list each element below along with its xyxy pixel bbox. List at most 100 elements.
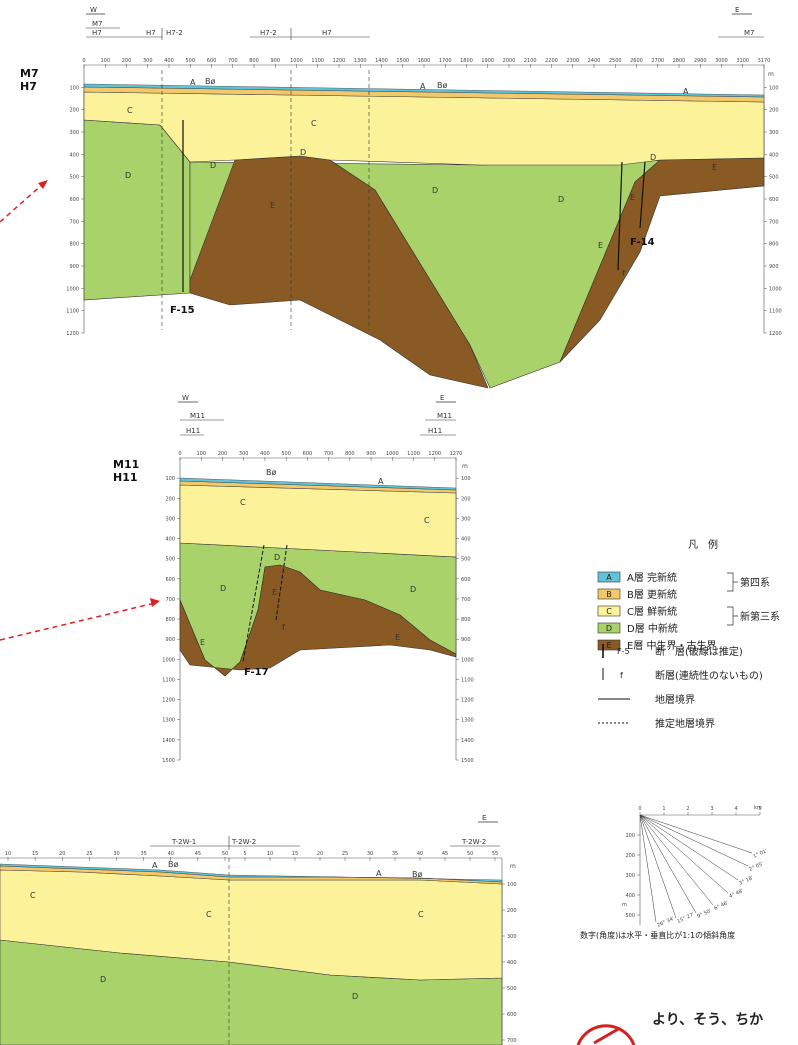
legend-code-d: D [606,624,612,633]
section1-top-tick-label: 500 [185,58,195,64]
section3-label-d2: D [352,992,358,1001]
section3-top-right-tick-label: 55 [492,851,498,857]
legend-minor-fault-text: 断層(連続性のないもの) [655,669,763,682]
section-m11: W E M11 H11 M11 H11 M11 H11 0 100 200 300 40… [113,394,474,764]
section3-top-left-tick-label: 45 [195,851,201,857]
section1-top-tick-label: 1700 [439,58,452,64]
section1-label-e1: E [270,201,275,210]
legend-text-b: B層 更新統 [627,588,677,601]
section1-east-label: E [735,6,739,14]
footer-sign-slash-icon [593,1026,621,1045]
dip-y-ticks: 100 200 300 400 500 [625,833,640,919]
legend-swatch-b [597,588,621,600]
section1-top-tick-label: 700 [228,58,238,64]
section1-top-tick-label: 2700 [651,58,664,64]
legend-inferred-text: 推定地層境界 [655,717,715,730]
section1-depth-label-left: 300 [69,130,79,136]
legend-rows: A A層 完新統 B B層 更新統 C C層 鮮新統 D D層 中新統 E E層 中生界・古生界 [597,571,717,652]
footer-sign-icon [576,1024,636,1045]
section2-depth-label-left: 100 [165,476,175,482]
legend-fault-text: 断 層(破線は推定) [655,645,743,658]
section1-fault-f14: F-14 [630,237,655,248]
section2-east-label: E [440,394,444,402]
dip-ray [639,814,749,867]
section2-label-c1: C [240,498,246,507]
section3-label-b1: Bø [168,860,178,869]
dip-ray [639,814,714,906]
section1-top-tick-label: 100 [100,58,110,64]
dip-m-label: m [622,902,627,908]
dip-ray [639,814,677,919]
footer-banner: より、そう、ちか [576,1012,763,1045]
section2-layer-a [179,477,457,491]
section3-label-b2: Bø [412,870,422,879]
section1-label-d6: D [650,153,656,162]
section2-depth-label-right: 1500 [461,758,474,764]
section2-depth-label-right: 900 [461,637,471,643]
section1-depth-label-left: 400 [69,152,79,158]
section2-depth-label-left: 1300 [162,718,175,724]
pointer-arrow-2-head [150,598,160,607]
section1-top-tick-label: 1600 [418,58,431,64]
dip-note: 数字(角度)は水平・垂直比が1:1の傾斜角度 [580,930,735,940]
legend-text-a: A層 完新統 [627,571,677,584]
legend-boundary-text: 地層境界 [655,693,695,706]
legend-code-c: C [606,607,612,616]
section1-layer-c [83,91,765,166]
section1-fault-f15: F-15 [170,305,195,316]
section1-top-tick-label: 2000 [503,58,516,64]
section3-depth-label-right: 400 [507,960,517,966]
section3-depth-label-right: 600 [507,1012,517,1018]
section3-layer-a [0,863,503,883]
section1-depth-label-right: 1200 [769,331,782,337]
dip-x-tick-label: 1 [662,806,665,812]
section3-top-right-tick-label: 35 [392,851,398,857]
section2-top-tick-label: 0 [178,451,181,457]
section1-top-tick-label: 2500 [609,58,622,64]
section2-depth-label-left: 900 [165,637,175,643]
section3-hdr-mid: T-2W-2 [231,838,256,846]
dip-ray [639,814,739,881]
section1-top-tick-label: 1400 [375,58,388,64]
section3-depth-label-right: 500 [507,986,517,992]
section3-east-label: E [482,814,486,822]
section2-top-tick-label: 400 [260,451,270,457]
legend-bracket-1 [727,572,738,592]
section1-hdr-h7-2: H7-2 [166,29,183,37]
section2-label-b: Bø [266,468,276,477]
section3-label-c2: C [206,910,212,919]
section1-depth-label-left: 900 [69,264,79,270]
section1-depth-label-right: 500 [769,175,779,181]
legend-bracket-2 [727,606,738,626]
section3-top-right-tick-label: 25 [342,851,348,857]
section3-depth-label-right: 100 [507,882,517,888]
section2-depth-ticks: 100 100 200 200 300 300 400 400 500 500 600 600 700 7… [162,476,473,764]
section2-depth-label-left: 500 [165,557,175,563]
legend-swatch-e [597,639,621,651]
section2-depth-label-left: 600 [165,577,175,583]
section2-top-tick-label: 1100 [407,451,420,457]
section1-top-tick-label: 1300 [354,58,367,64]
section1-top-tick-label: 2100 [524,58,537,64]
section1-fault-f14-line [617,161,623,271]
section3-top-left-tick-label: 35 [140,851,146,857]
section2-unit: m [462,463,468,470]
section2-depth-label-left: 800 [165,617,175,623]
section1-layer-d-left [83,119,191,301]
section1-label-b: Bø [205,77,215,86]
section1-depth-label-left: 700 [69,219,79,225]
section1-top-tick-label: 1000 [290,58,303,64]
section1-top-tick-label: 300 [143,58,153,64]
section3-top-right-tick-label: 45 [442,851,448,857]
section3-top-right-tick-label: 20 [317,851,323,857]
section1-label-f: f [622,269,625,278]
legend-minor-fault-code: f [620,671,623,680]
legend-fault-code: F-5 [617,647,630,656]
section3-top-left-tick-label: 15 [32,851,38,857]
pointer-arrow-1-head [38,180,48,189]
section1-top-tick-label: 3100 [736,58,749,64]
section3-hdr-left: T-2W-1 [171,838,196,846]
section2-depth-label-left: 300 [165,516,175,522]
legend-code-a: A [606,573,612,582]
dip-angle-label: 26° 34' [656,916,675,929]
